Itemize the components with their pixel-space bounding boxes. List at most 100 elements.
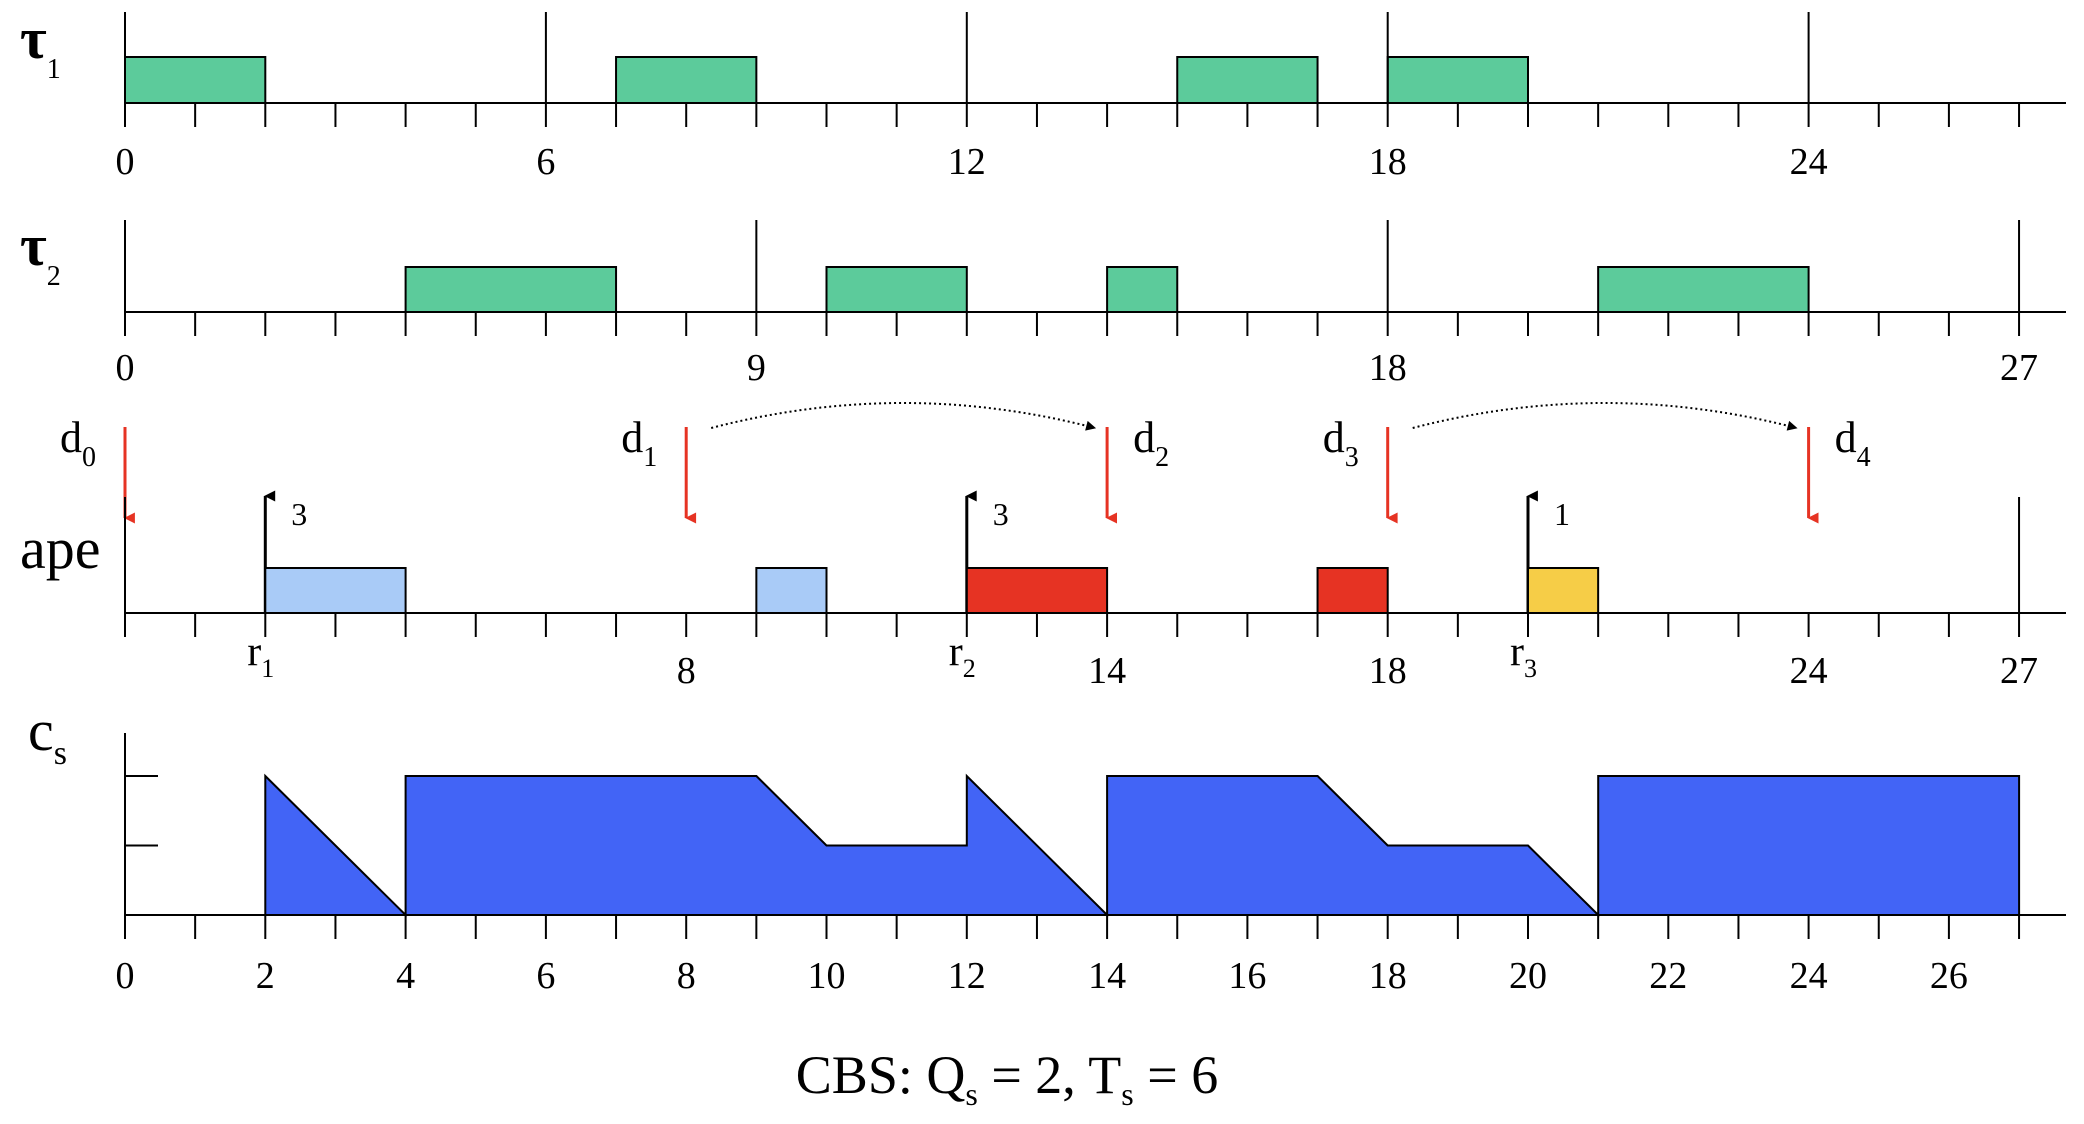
tau1-tick-label: 12 (948, 141, 986, 183)
cs-tick-label: 26 (1930, 955, 1968, 997)
tau2-execution-block (1597, 266, 1810, 313)
release-size-label: 3 (291, 496, 307, 532)
tau2-execution-block (1106, 266, 1179, 313)
tau2-label-sub: 2 (47, 261, 61, 292)
ape-axis (124, 497, 2066, 637)
ape-tick-label: 24 (1790, 650, 1828, 692)
tau2-label: τ2 (20, 213, 61, 292)
cs-tick-label: 18 (1369, 955, 1407, 997)
cs-tick-label: 14 (1088, 955, 1126, 997)
deadline-label-sub: 0 (82, 442, 96, 473)
ape-execution-block (1527, 567, 1600, 614)
cs-label-main: c (28, 698, 54, 763)
deadline-postponement-arrows (710, 402, 1798, 431)
tau1-execution-block (615, 56, 758, 104)
release-size-label: 3 (993, 496, 1009, 532)
row-tau2: τ2 0 9 18 27 (20, 213, 2066, 389)
release-label-sub: 3 (1524, 654, 1537, 683)
cs-tick-label: 12 (948, 955, 986, 997)
tau2-tick-label: 27 (2000, 347, 2038, 389)
tau2-tick-labels: 0 9 18 27 (116, 347, 2039, 389)
deadline-label-sub: 1 (643, 442, 657, 473)
ape-execution-block (264, 567, 407, 614)
caption-t-sub: s (1121, 1076, 1133, 1112)
cs-tick-label: 2 (256, 955, 275, 997)
cs-label-sub: s (54, 735, 67, 772)
cs-tick-label: 20 (1509, 955, 1547, 997)
tau1-tick-labels: 0 6 12 18 24 (116, 141, 1828, 183)
tau2-tick-label: 9 (747, 347, 766, 389)
release-label: r2 (949, 629, 976, 683)
deadline-label-main: d (1835, 413, 1857, 462)
cs-label: cs (28, 698, 67, 772)
release-label: r3 (1510, 629, 1537, 683)
deadline-label-sub: 2 (1155, 442, 1169, 473)
tau1-axis (124, 12, 2066, 127)
row-cs: cs 0 2 4 6 8 10 12 14 16 18 20 22 24 26 (28, 698, 2066, 997)
tau1-blocks (124, 56, 1529, 104)
tau1-tick-label: 18 (1369, 141, 1407, 183)
release-label-main: r (949, 629, 963, 675)
ape-tick-label: 27 (2000, 650, 2038, 692)
deadline-label-sub: 4 (1857, 442, 1871, 473)
tau1-label: τ1 (20, 6, 61, 85)
tau2-execution-block (825, 266, 968, 313)
deadline-label-main: d (1133, 413, 1155, 462)
tau1-tick-label: 6 (536, 141, 555, 183)
release-label-sub: 1 (261, 654, 274, 683)
ape-execution-block (965, 567, 1109, 614)
budget-curve (264, 773, 2021, 918)
release-label-main: r (247, 629, 261, 675)
postponement-arrow (1412, 402, 1798, 431)
release-label: r1 (247, 629, 274, 683)
ape-blocks (264, 567, 1600, 614)
row-tau1: τ1 0 6 12 18 24 (20, 6, 2066, 183)
ape-tick-label: 14 (1088, 650, 1126, 692)
caption-q-sub: s (965, 1076, 977, 1112)
cs-tick-label: 8 (677, 955, 696, 997)
deadline-label-main: d (60, 413, 82, 462)
caption-end: = 6 (1134, 1045, 1218, 1105)
ape-label: ape (20, 516, 101, 581)
deadline-label: d4 (1835, 413, 1871, 473)
tau1-execution-block (124, 56, 267, 104)
deadline-label: d2 (1133, 413, 1169, 473)
tau2-label-main: τ (20, 213, 47, 278)
budget-area (264, 773, 2021, 918)
cs-tick-label: 22 (1649, 955, 1687, 997)
cs-axis (124, 733, 2066, 939)
ape-tick-labels: 8 14 18 24 27 (677, 650, 2038, 692)
tau1-execution-block (1386, 56, 1529, 104)
cs-tick-label: 10 (808, 955, 846, 997)
tau1-execution-block (1176, 56, 1319, 104)
ape-execution-block (755, 567, 828, 614)
deadline-label: d1 (621, 413, 657, 473)
deadline-markers: d0 d1 d2 d3 d4 (60, 413, 1871, 524)
cs-tick-labels: 0 2 4 6 8 10 12 14 16 18 20 22 24 26 (116, 955, 1968, 997)
tau2-tick-label: 0 (116, 347, 135, 389)
tau2-axis (124, 220, 2066, 336)
tau1-tick-label: 24 (1790, 141, 1828, 183)
tau2-tick-label: 18 (1369, 347, 1407, 389)
ape-execution-block (1316, 567, 1389, 614)
tau2-blocks (404, 266, 1810, 313)
caption-main: CBS: Q (796, 1045, 966, 1105)
deadline-label-sub: 3 (1345, 442, 1359, 473)
deadline-label: d0 (60, 413, 96, 473)
cs-tick-label: 16 (1228, 955, 1266, 997)
ape-tick-label: 8 (677, 650, 696, 692)
cs-tick-label: 4 (396, 955, 415, 997)
tau2-execution-block (404, 266, 618, 313)
cs-tick-label: 24 (1790, 955, 1828, 997)
release-label-sub: 2 (963, 654, 976, 683)
deadline-label-main: d (621, 413, 643, 462)
release-size-label: 1 (1554, 496, 1570, 532)
deadline-label: d3 (1323, 413, 1359, 473)
postponement-arrow (710, 402, 1097, 431)
cs-tick-label: 0 (116, 955, 135, 997)
cs-tick-label: 6 (536, 955, 555, 997)
caption-mid: = 2, T (978, 1045, 1121, 1105)
release-label-main: r (1510, 629, 1524, 675)
